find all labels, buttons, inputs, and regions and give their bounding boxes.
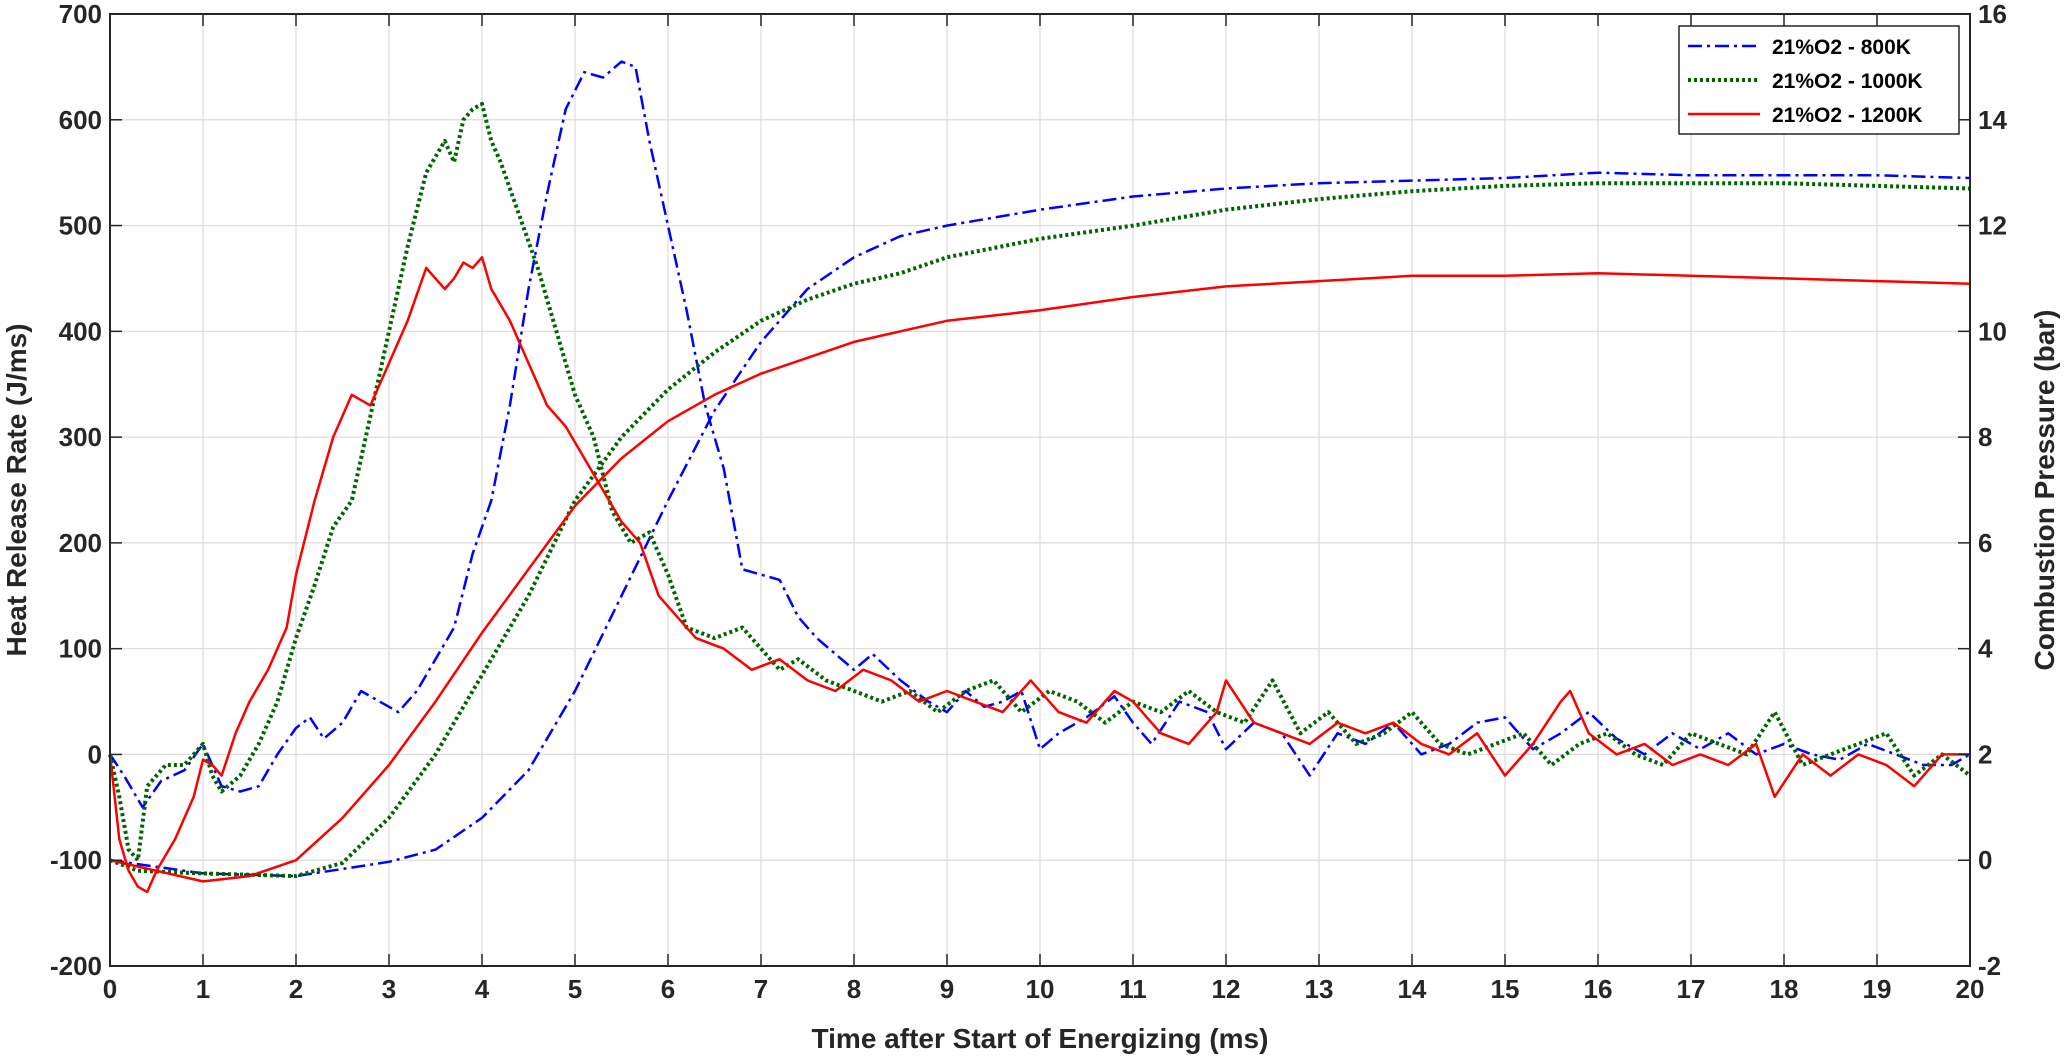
y-right-tick-label: 6 [1978,528,1992,558]
y-right-tick-label: 8 [1978,422,1992,452]
x-tick-label: 0 [103,974,117,1004]
y-left-tick-labels: -200 -100 0 100 200 300 400 500 600 700 [50,0,102,981]
y-left-tick-label: -100 [50,845,102,875]
y-left-axis-title: Heat Release Rate (J/ms) [1,323,32,656]
y-right-tick-label: 14 [1978,105,2007,135]
y-right-tick-label: 10 [1978,316,2007,346]
pressure-line-21-o2-800k [109,171,1971,878]
x-tick-label: 10 [1026,974,1055,1004]
x-tick-label: 15 [1491,974,1520,1004]
x-tick-label: 7 [754,974,768,1004]
x-tick-label: 17 [1677,974,1706,1004]
x-tick-label: 2 [289,974,303,1004]
legend: 21%O2 - 800K 21%O2 - 1000K 21%O2 - 1200K [1678,25,1960,135]
x-tick-label: 14 [1398,974,1427,1004]
y-left-tick-label: 300 [59,422,102,452]
x-tick-label: 5 [568,974,582,1004]
x-tick-label: 20 [1956,974,1985,1004]
hrr-line-21-o2-800k [108,60,1971,809]
y-right-tick-label: 16 [1978,0,2007,29]
x-tick-label: 6 [661,974,675,1004]
x-tick-label: 18 [1770,974,1799,1004]
pressure-line-21-o2-1200k [109,271,1971,883]
x-tick-label: 9 [940,974,954,1004]
x-tick-label: 13 [1305,974,1334,1004]
y-right-tick-label: -2 [1978,951,2001,981]
x-tick-label: 8 [847,974,861,1004]
y-left-tick-label: 200 [59,528,102,558]
y-left-tick-label: 500 [59,211,102,241]
x-tick-label: 1 [196,974,210,1004]
y-right-tick-label: 2 [1978,739,1992,769]
y-right-tick-label: 0 [1978,845,1992,875]
y-right-tick-label: 12 [1978,211,2007,241]
x-tick-label: 16 [1584,974,1613,1004]
grid-lines [109,13,1971,967]
x-axis-title: Time after Start of Energizing (ms) [812,1023,1269,1054]
y-left-tick-label: 600 [59,105,102,135]
x-tick-labels: 0 1 2 3 4 5 6 7 8 9 10 11 12 13 14 15 16 17 18 19 20 [103,974,1985,1004]
x-tick-label: 3 [382,974,396,1004]
legend-label-1200k: 21%O2 - 1200K [1772,104,1923,127]
legend-label-800k: 21%O2 - 800K [1772,36,1911,59]
legend-label-1000k: 21%O2 - 1000K [1772,70,1923,93]
x-tick-label: 12 [1212,974,1241,1004]
y-right-tick-label: 4 [1978,634,1993,664]
y-left-tick-label: 0 [88,739,102,769]
y-left-tick-label: 700 [59,0,102,29]
y-left-tick-label: 100 [59,634,102,664]
hrr-line-21-o2-1200k [108,256,1970,894]
x-tick-label: 19 [1863,974,1892,1004]
x-tick-label: 4 [475,974,490,1004]
tick-marks [109,13,1971,967]
y-left-tick-label: -200 [50,951,102,981]
series-layer [108,60,1972,894]
hrr-line-21-o2-1000k [108,101,1972,863]
y-right-tick-labels: -2 0 2 4 6 8 10 12 14 16 [1978,0,2007,981]
y-left-tick-label: 400 [59,316,102,346]
y-right-axis-title: Combustion Pressure (bar) [2029,310,2060,671]
x-tick-label: 11 [1119,974,1147,1004]
